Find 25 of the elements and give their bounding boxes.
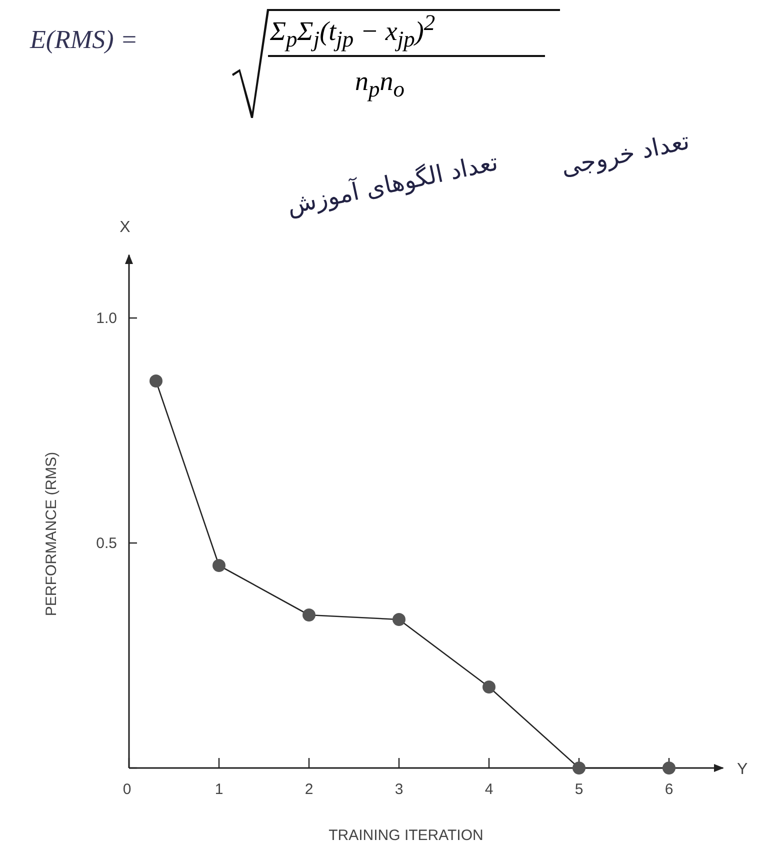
x-tick-label: 4	[484, 781, 494, 798]
x-tick-label: 5	[574, 781, 584, 798]
y-tick-label: 1.0	[96, 310, 117, 327]
text: n$_{p}$n$_{o}$	[355, 66, 404, 102]
point	[572, 762, 586, 774]
text: Y	[737, 761, 748, 778]
point	[150, 374, 162, 388]
y-tick-label: 0.5	[96, 535, 117, 552]
point	[392, 613, 406, 626]
text: تعداد خروجی	[558, 126, 692, 182]
x-tick-label: 1	[214, 781, 224, 798]
x-tick-label: 6	[664, 781, 674, 798]
y-axis-title: PERFORMANCE (RMS)	[43, 452, 60, 616]
x-tick-label: 0	[122, 781, 132, 798]
point	[482, 680, 496, 694]
text: X	[120, 219, 131, 236]
text: E(RMS) =	[30, 25, 138, 55]
point	[302, 608, 316, 622]
x-tick-label: 2	[304, 781, 314, 798]
x-axis-title: TRAINING ITERATION	[328, 827, 484, 844]
point	[662, 762, 676, 774]
text: تعداد الگوهای آموزش	[284, 148, 500, 220]
x-tick-label: 3	[394, 781, 404, 798]
point	[212, 559, 226, 572]
text: Σ$_{p}$Σ$_{j}$(t$_{jp}$ − x$_{jp}$)$^{2}$	[270, 10, 436, 52]
